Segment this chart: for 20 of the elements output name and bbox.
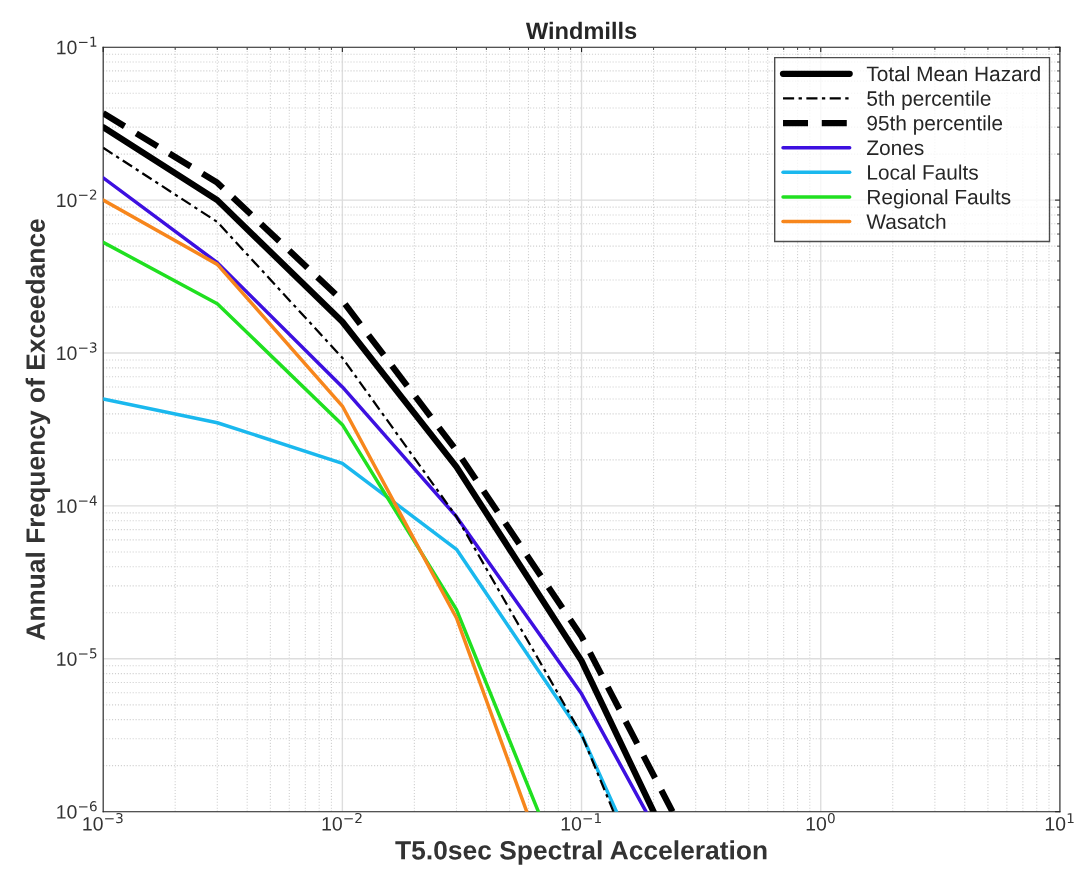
- x-tick-label: 10$^{1}$: [1045, 813, 1074, 831]
- x-axis-title: T5.0sec Spectral Acceleration: [395, 840, 767, 865]
- x-tick-label: 10$^{0}$: [806, 812, 835, 831]
- y-tick-label: 10$^{−4}$: [57, 495, 97, 514]
- legend-label: Local Faults: [868, 164, 978, 180]
- legend-label: Zones: [867, 140, 924, 156]
- legend-label: Regional Faults: [868, 189, 1011, 209]
- legend-label: 5th percentile: [867, 90, 991, 111]
- x-tick-label: 10$^{−3}$: [83, 812, 123, 831]
- chart-title: Windmills: [525, 21, 637, 40]
- legend-label: Total Mean Hazard: [866, 65, 1040, 82]
- y-tick-label: 10$^{−1}$: [57, 36, 97, 55]
- y-tick-label: 10$^{−2}$: [57, 189, 97, 208]
- x-tick-label: 10$^{−2}$: [322, 812, 362, 831]
- x-tick-label: 10$^{−1}$: [561, 813, 601, 831]
- y-tick-label: 10$^{−3}$: [57, 342, 97, 361]
- legend-label: 95th percentile: [867, 115, 1003, 135]
- y-tick-label: 10$^{−5}$: [57, 648, 97, 666]
- legend-label: Wasatch: [866, 213, 946, 230]
- y-axis-title: Annual Frequency of Exceedance: [25, 219, 51, 640]
